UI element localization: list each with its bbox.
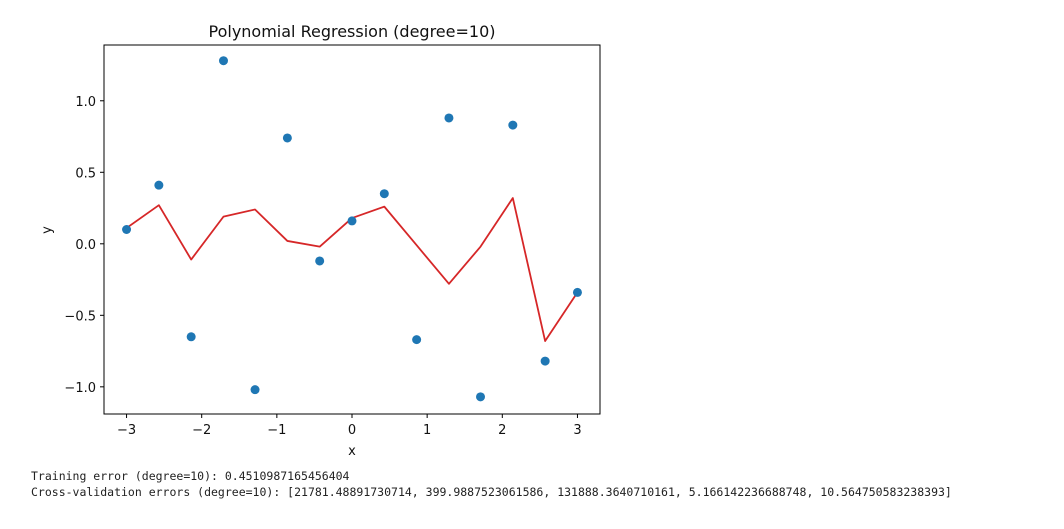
- x-tick-label: −3: [117, 423, 136, 438]
- data-point: [250, 385, 260, 395]
- data-point: [476, 392, 486, 402]
- cross-validation-errors-output: Cross-validation errors (degree=10): [21…: [31, 485, 952, 499]
- x-tick-label: 2: [498, 423, 506, 438]
- data-point: [315, 256, 325, 266]
- data-point: [347, 216, 357, 226]
- x-tick-label: 1: [423, 423, 431, 438]
- plot-area: −3 −2 −1 0 1 2 3 −1.0 −0.5 0.0 0.5 1.0: [64, 44, 601, 438]
- y-tick-label: −0.5: [64, 309, 96, 324]
- data-point: [122, 225, 132, 234]
- training-error-output: Training error (degree=10): 0.4510987165…: [31, 469, 350, 483]
- x-tick-label: 3: [573, 423, 581, 438]
- data-point: [508, 120, 518, 130]
- y-axis-label: y: [40, 226, 55, 234]
- x-tick-label: 0: [348, 423, 356, 438]
- data-point: [540, 356, 550, 366]
- data-point: [412, 335, 422, 345]
- y-tick-label: −1.0: [64, 381, 96, 396]
- axes-frame: [103, 44, 601, 415]
- data-point: [379, 189, 389, 199]
- y-tick-label: 0.0: [75, 238, 96, 253]
- data-point: [282, 133, 292, 143]
- polynomial-regression-chart: Polynomial Regression (degree=10) −3 −2 −1…: [40, 22, 601, 459]
- chart-title: Polynomial Regression (degree=10): [209, 22, 496, 41]
- data-point: [444, 113, 454, 123]
- x-tick-label: −2: [192, 423, 211, 438]
- y-tick-label: 1.0: [75, 95, 96, 110]
- data-point: [154, 180, 164, 190]
- data-point: [218, 56, 228, 66]
- y-tick-label: 0.5: [75, 166, 96, 181]
- data-point: [572, 287, 582, 297]
- data-point: [186, 332, 196, 342]
- x-axis-label: x: [348, 444, 356, 459]
- x-tick-label: −1: [267, 423, 286, 438]
